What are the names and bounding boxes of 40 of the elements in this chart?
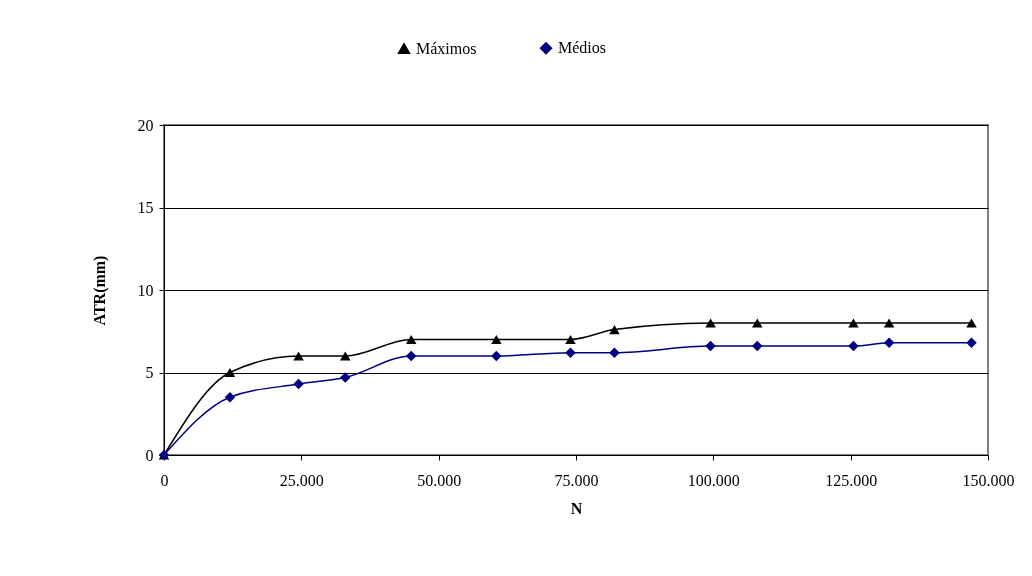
y-tick-label: 20 bbox=[137, 116, 154, 134]
point bbox=[848, 318, 859, 328]
point bbox=[705, 318, 716, 328]
point bbox=[293, 378, 304, 390]
point bbox=[405, 334, 417, 345]
point bbox=[883, 337, 895, 349]
point bbox=[848, 340, 859, 352]
x-tick-label: 75.000 bbox=[554, 471, 599, 489]
point bbox=[224, 367, 236, 378]
x-tick-label: 100.000 bbox=[687, 471, 740, 489]
point bbox=[565, 334, 576, 345]
legend-label: Médios bbox=[558, 39, 606, 57]
x-tick-label: 25.000 bbox=[279, 471, 324, 489]
y-tick-label: 10 bbox=[137, 281, 154, 299]
point bbox=[293, 351, 304, 361]
x-axis-title: N bbox=[570, 499, 583, 517]
x-tick-label: 125.000 bbox=[825, 471, 878, 489]
legend-label: Máximos bbox=[416, 39, 477, 57]
y-tick-label: 15 bbox=[137, 199, 154, 216]
point bbox=[752, 340, 763, 352]
point bbox=[705, 340, 716, 352]
point bbox=[405, 350, 417, 362]
y-tick-label: 0 bbox=[145, 446, 154, 464]
point bbox=[340, 351, 351, 361]
point bbox=[565, 347, 576, 358]
x-tick-label: 50.000 bbox=[417, 471, 462, 489]
point bbox=[966, 318, 977, 328]
point bbox=[491, 350, 502, 362]
x-tick-label: 150.000 bbox=[962, 471, 1015, 489]
y-axis-title: ATR(mm) bbox=[90, 255, 109, 326]
y-tick-label: 5 bbox=[145, 364, 154, 381]
point bbox=[491, 334, 502, 345]
point bbox=[340, 372, 351, 383]
point bbox=[609, 325, 620, 335]
point bbox=[609, 347, 620, 358]
point bbox=[883, 318, 895, 328]
x-tick-label: 0 bbox=[160, 471, 169, 489]
point bbox=[966, 337, 977, 349]
point bbox=[224, 392, 236, 403]
point bbox=[752, 318, 763, 328]
